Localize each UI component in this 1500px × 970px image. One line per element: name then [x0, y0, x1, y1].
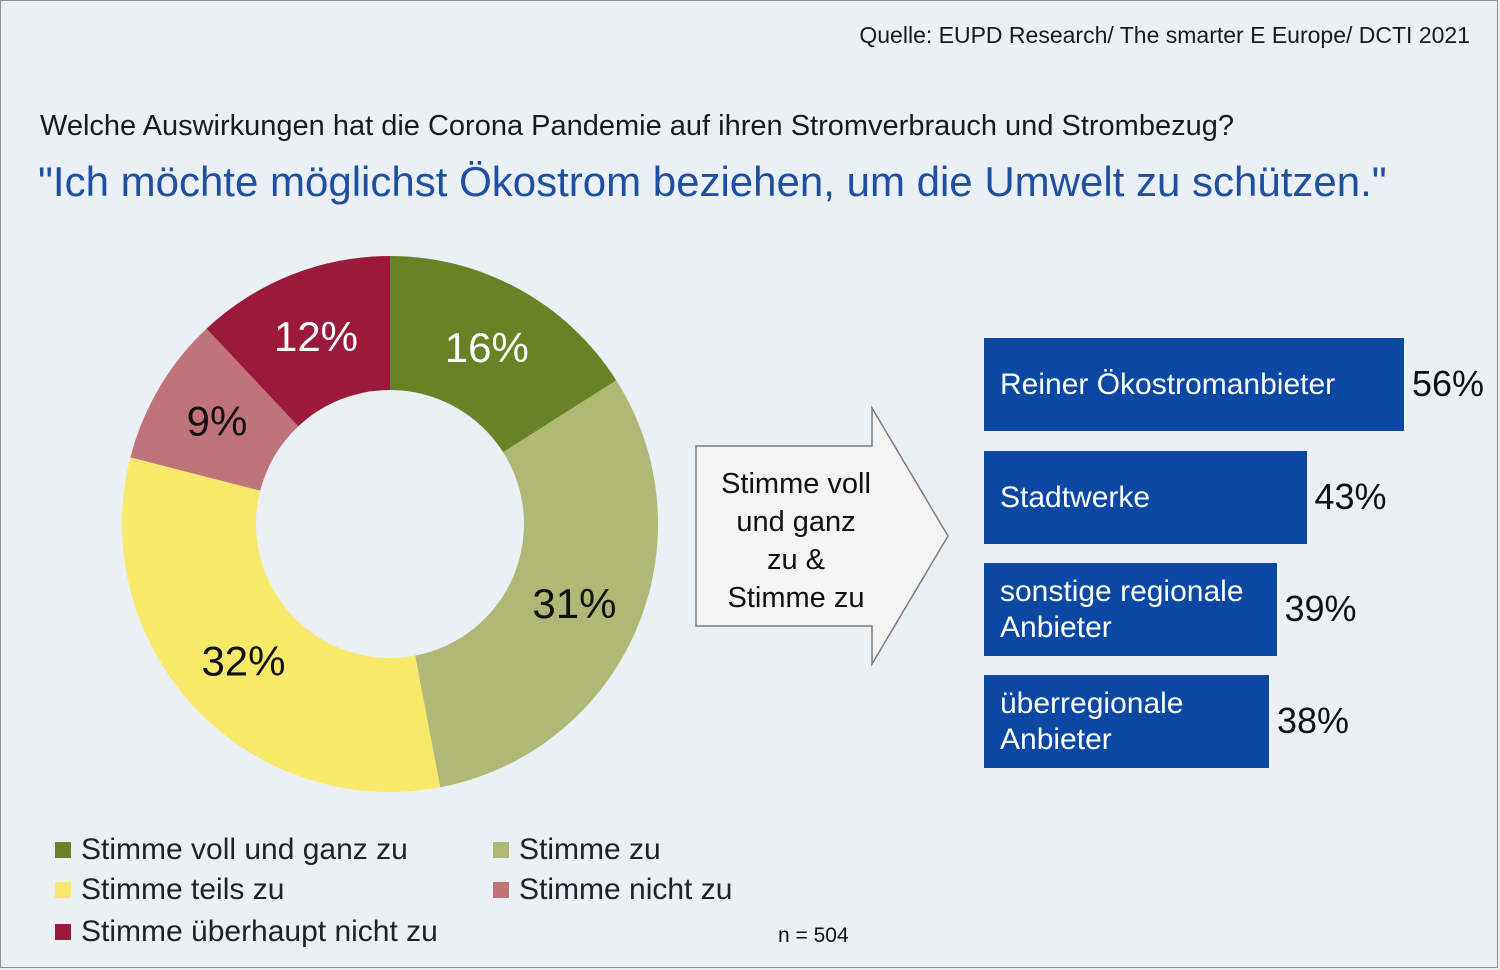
legend-swatch — [55, 842, 71, 858]
donut-label-stimme-teils-zu: 32% — [201, 638, 285, 685]
legend-item: Stimme überhaupt nicht zu — [55, 915, 438, 949]
bar-value-label: 56% — [1412, 362, 1485, 404]
arrow-shape — [695, 405, 949, 667]
bar-2: sonstige regionale Anbieter — [984, 563, 1277, 656]
bar-label: überregionale Anbieter — [1000, 686, 1184, 756]
arrow-label: Stimme voll und ganz zu & Stimme zu — [721, 468, 871, 614]
bar-value-label: 38% — [1277, 699, 1350, 741]
donut-label-stimme-nicht-zu: 9% — [187, 398, 248, 445]
donut-slice-stimme-voll-und-ganz-zu — [390, 256, 617, 453]
bar-0: Reiner Ökostromanbieter — [984, 338, 1404, 431]
legend-label: Stimme teils zu — [81, 873, 285, 906]
legend-label: Stimme nicht zu — [519, 873, 733, 906]
bar-3: überregionale Anbieter — [984, 675, 1269, 768]
bar-label: Reiner Ökostromanbieter — [1000, 367, 1336, 401]
donut-slice-stimme-teils-zu — [121, 457, 441, 792]
legend-swatch — [55, 924, 71, 940]
donut-label-stimme-zu: 31% — [532, 580, 616, 627]
legend-label: Stimme voll und ganz zu — [81, 833, 408, 866]
bar-1: Stadtwerke — [984, 451, 1307, 544]
donut-chart: 16% 31% 32% 9% 12% — [121, 256, 659, 792]
legend-swatch — [493, 842, 509, 858]
legend-item: Stimme zu — [493, 833, 661, 867]
donut-slice-stimme-überhaupt-nicht-zu — [206, 256, 390, 427]
bar-label: sonstige regionale Anbieter — [1000, 574, 1244, 644]
survey-question: Welche Auswirkungen hat die Corona Pande… — [40, 110, 1234, 142]
legend-item: Stimme voll und ganz zu — [55, 833, 408, 867]
bar-label: Stadtwerke — [1000, 480, 1151, 514]
source-note: Quelle: EUPD Research/ The smarter E Eur… — [859, 22, 1470, 48]
donut-slice-stimme-zu — [415, 380, 659, 788]
donut-label-stimme-voll-und-ganz-zu: 16% — [445, 324, 529, 371]
legend-label: Stimme zu — [519, 833, 661, 866]
legend-label: Stimme überhaupt nicht zu — [81, 915, 438, 948]
bar-value-label: 39% — [1284, 587, 1357, 629]
legend-swatch — [55, 882, 71, 898]
legend-item: Stimme teils zu — [55, 873, 284, 907]
statement-title: "Ich möchte möglichst Ökostrom beziehen,… — [38, 158, 1387, 205]
sample-size: n = 504 — [778, 924, 849, 947]
donut-slice-stimme-nicht-zu — [130, 328, 299, 491]
bar-value-label: 43% — [1314, 475, 1387, 517]
legend-swatch — [493, 882, 509, 898]
legend-item: Stimme nicht zu — [493, 873, 732, 907]
donut-label-stimme-überhaupt-nicht-zu: 12% — [274, 313, 358, 360]
